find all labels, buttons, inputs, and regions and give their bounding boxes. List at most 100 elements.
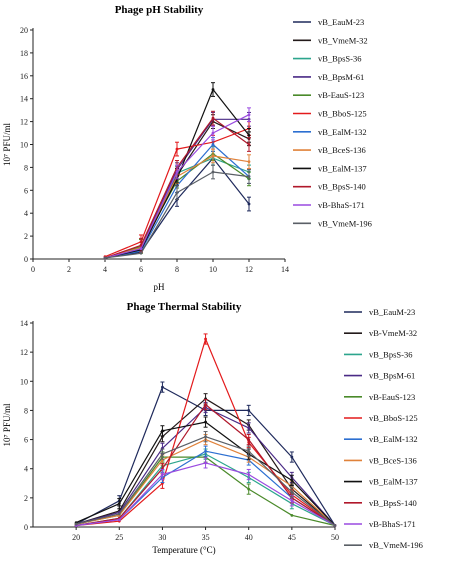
- data-point: [204, 449, 207, 453]
- y-tick-label: 6: [24, 436, 28, 445]
- data-point: [204, 403, 207, 406]
- x-axis-label: pH: [154, 282, 166, 292]
- legend-label: vB_BpsS-36: [369, 349, 412, 359]
- legend-label: vB-EauS-123: [318, 90, 364, 100]
- data-point: [247, 438, 251, 441]
- data-point: [247, 449, 251, 453]
- data-point: [290, 499, 294, 503]
- y-tick-label: 14: [20, 319, 28, 328]
- legend-label: vB_BceS-136: [318, 145, 366, 155]
- y-tick-label: 2: [24, 232, 28, 241]
- data-point: [211, 170, 215, 174]
- data-point: [211, 154, 215, 158]
- x-tick-label: 4: [103, 265, 107, 274]
- data-point: [204, 435, 207, 439]
- x-tick-label: 6: [139, 265, 143, 274]
- y-axis-label: 10⁷ PFU/ml: [2, 403, 12, 446]
- x-tick-label: 8: [175, 265, 179, 274]
- y-tick-label: 4: [24, 209, 28, 218]
- y-tick-label: 16: [20, 72, 28, 81]
- data-point: [161, 429, 164, 433]
- data-point: [247, 409, 251, 412]
- legend-label: vB_VmeM-196: [318, 218, 372, 228]
- y-tick-label: 0: [24, 255, 28, 264]
- data-point: [290, 478, 294, 482]
- data-point: [204, 461, 207, 465]
- data-point: [247, 473, 251, 476]
- x-axis-label: Temperature (°C): [152, 545, 215, 555]
- legend-label: vB_BboS-125: [369, 413, 418, 423]
- ph-stability-chart: Phage pH Stability 0 2 4 6 8 10 12 14 16 18 20 0 2 4 6 8…: [2, 4, 372, 292]
- legend-label: vB-BhaS-171: [318, 200, 365, 210]
- data-point: [117, 502, 121, 506]
- y-tick-label: 8: [24, 163, 28, 172]
- data-point: [175, 191, 179, 194]
- data-point: [247, 113, 251, 117]
- x-tick-label: 12: [245, 265, 253, 274]
- y-tick-label: 20: [20, 26, 28, 35]
- data-point: [290, 490, 294, 494]
- legend-label: vB_BboS-125: [318, 109, 367, 119]
- data-point: [211, 143, 215, 146]
- data-point: [247, 487, 251, 491]
- data-point: [204, 420, 207, 424]
- data-point: [211, 116, 215, 120]
- legend-label: vB_BceS-136: [369, 455, 417, 465]
- legend-label: vB_EauM-23: [369, 307, 415, 317]
- data-point: [247, 202, 251, 206]
- legend-label: vB_BpsM-61: [369, 371, 415, 381]
- y-tick-label: 10: [20, 377, 28, 386]
- legend-label: vB-VmeM-32: [369, 328, 417, 338]
- y-axis-label: 10⁷ PFU/ml: [2, 123, 12, 166]
- x-tick-label: 30: [158, 533, 166, 542]
- legend-label: vB_EalM-137: [318, 163, 367, 173]
- data-point: [103, 256, 107, 260]
- data-point: [117, 512, 121, 516]
- data-point: [175, 170, 179, 174]
- y-tick-label: 14: [20, 95, 28, 104]
- data-point: [247, 160, 251, 164]
- legend-label: vB_BpsM-61: [318, 72, 364, 82]
- legend-label: vB_EalM-137: [369, 477, 418, 487]
- x-tick-label: 40: [245, 533, 253, 542]
- data-point: [211, 131, 215, 135]
- y-tick-label: 0: [24, 523, 28, 532]
- x-tick-label: 14: [281, 265, 289, 274]
- legend-label: vB_BpsS-36: [318, 54, 361, 64]
- legend-label: vB_VmeM-196: [369, 540, 423, 550]
- data-point: [161, 473, 164, 476]
- y-tick-label: 2: [24, 494, 28, 503]
- data-point: [247, 175, 251, 178]
- thermal-stability-chart: Phage Thermal Stability 0 2 4 6 8 10 12 14 20 25 30…: [2, 301, 423, 555]
- legend-label: vB_BpsS-140: [318, 182, 366, 192]
- data-point: [74, 522, 78, 526]
- chart-title: Phage Thermal Stability: [127, 301, 242, 313]
- data-point: [333, 524, 337, 527]
- y-tick-label: 18: [20, 49, 28, 58]
- data-point: [161, 385, 164, 389]
- data-point: [139, 247, 143, 251]
- data-point: [247, 426, 251, 430]
- data-point: [117, 518, 121, 522]
- legend-label: vB_EauM-23: [318, 17, 364, 27]
- data-point: [211, 88, 215, 91]
- x-tick-label: 35: [202, 533, 210, 542]
- data-point: [290, 513, 294, 517]
- legend-label: vB-BhaS-171: [369, 519, 416, 529]
- data-point: [247, 143, 251, 146]
- data-point: [161, 452, 164, 456]
- x-tick-label: 25: [115, 533, 123, 542]
- legend-label: vB_VmeM-32: [318, 35, 368, 45]
- x-tick-label: 45: [288, 533, 296, 542]
- legend-label: vB_BpsS-140: [369, 498, 417, 508]
- y-tick-label: 12: [20, 348, 28, 357]
- data-point: [290, 455, 294, 459]
- chart-title: Phage pH Stability: [115, 4, 204, 16]
- y-tick-label: 4: [24, 465, 28, 474]
- x-tick-label: 20: [72, 533, 80, 542]
- x-tick-label: 0: [31, 265, 35, 274]
- y-tick-label: 8: [24, 406, 28, 415]
- x-tick-label: 10: [209, 265, 217, 274]
- data-point: [247, 133, 251, 137]
